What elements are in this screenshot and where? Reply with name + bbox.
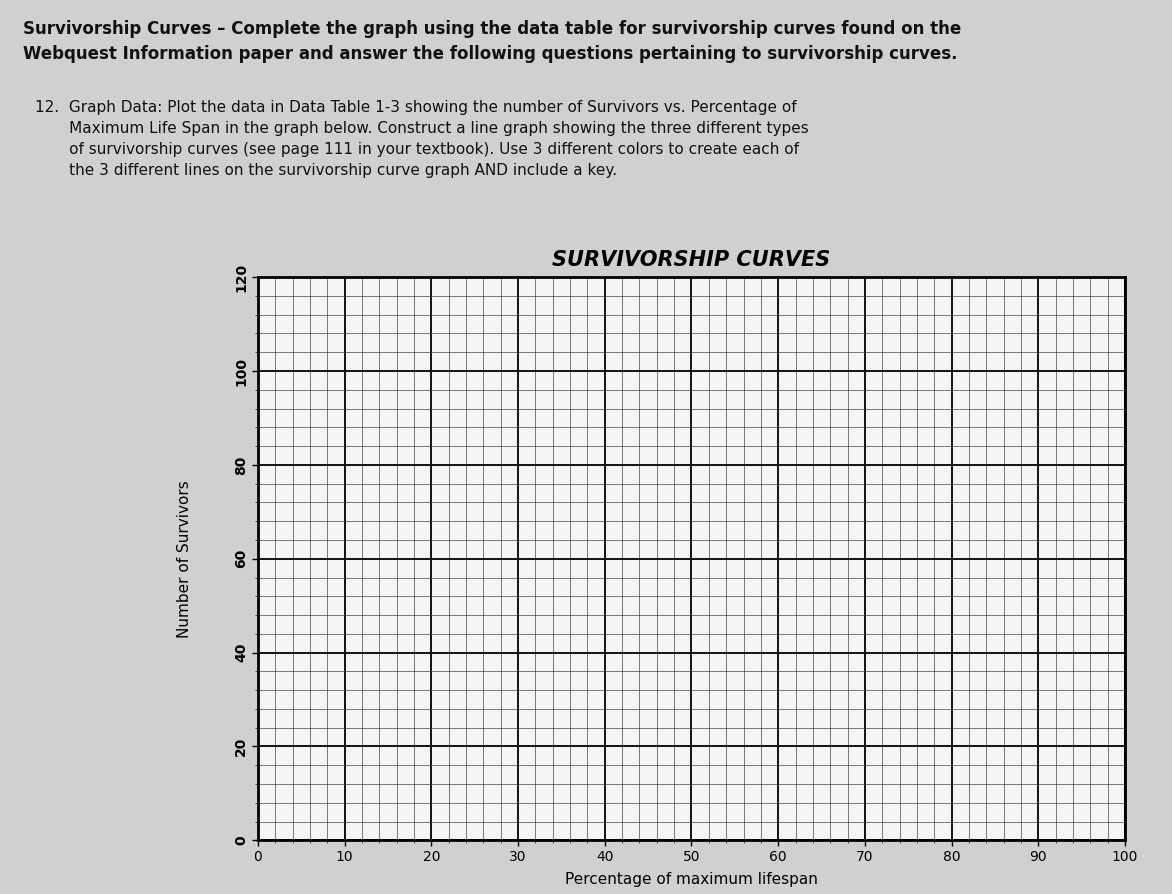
Text: 12.  Graph Data: Plot the data in Data Table 1-3 showing the number of Survivors: 12. Graph Data: Plot the data in Data Ta… [35, 100, 809, 178]
Title: SURVIVORSHIP CURVES: SURVIVORSHIP CURVES [552, 250, 831, 270]
Text: Survivorship Curves – Complete the graph using the data table for survivorship c: Survivorship Curves – Complete the graph… [23, 20, 962, 63]
Y-axis label: Number of Survivors: Number of Survivors [177, 480, 192, 637]
X-axis label: Percentage of maximum lifespan: Percentage of maximum lifespan [565, 873, 818, 888]
